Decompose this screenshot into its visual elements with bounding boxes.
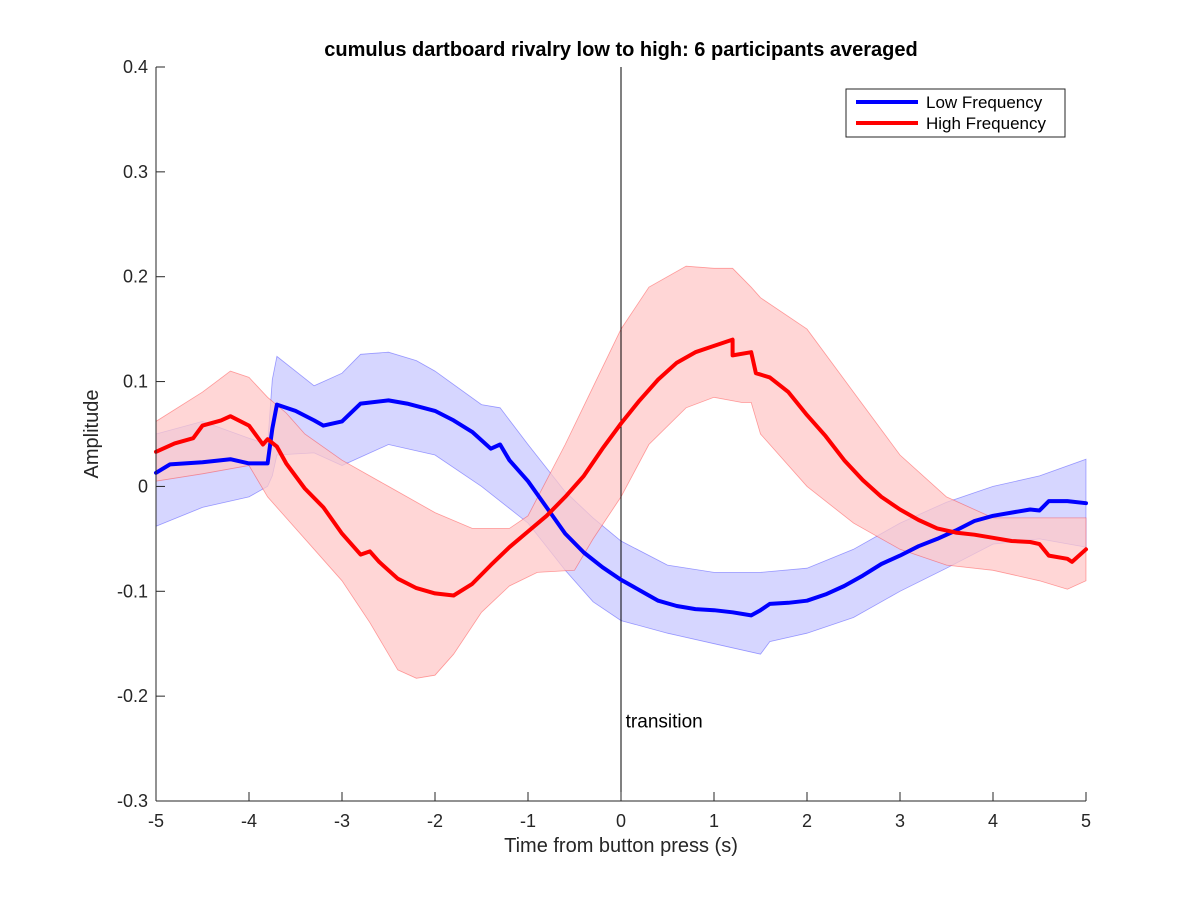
x-tick-label: 2 [802, 811, 812, 831]
x-tick-label: 1 [709, 811, 719, 831]
y-tick-label: 0.2 [123, 267, 148, 287]
y-ticks: -0.3 -0.2 -0.1 0 0.1 0.2 0.3 0.4 [117, 57, 165, 811]
legend-box [845, 88, 1066, 138]
y-tick-label: 0.1 [123, 372, 148, 392]
annotation-transition-label: transition [626, 712, 703, 733]
y-tick-label: -0.2 [117, 686, 148, 706]
x-tick-label: -4 [241, 811, 257, 831]
series-line-high-frequency [154, 337, 1088, 598]
x-tick-label: 5 [1081, 811, 1091, 831]
y-tick-label: -0.3 [117, 791, 148, 811]
annotations: transition [626, 712, 703, 733]
chart-title: cumulus dartboard rivalry low to high: 6… [324, 39, 917, 61]
axes: -5 -4 -3 -2 -1 0 1 2 3 4 5 -0.3 -0.2 -0.1 0 0.1 0.2 0.3 0… [117, 57, 1091, 831]
x-tick-label: -5 [148, 811, 164, 831]
x-tick-label: 3 [895, 811, 905, 831]
x-tick-label: -2 [427, 811, 443, 831]
series-line-low-frequency [154, 398, 1088, 618]
x-tick-label: 0 [616, 811, 626, 831]
y-axis-label: Amplitude [81, 390, 103, 479]
series-lines [154, 337, 1088, 618]
x-tick-label: 4 [988, 811, 998, 831]
y-tick-label: 0.4 [123, 57, 148, 77]
x-tick-label: -3 [334, 811, 350, 831]
x-axis-label: Time from button press (s) [504, 835, 738, 857]
x-tick-label: -1 [520, 811, 536, 831]
legend-entry-label: High Frequency [926, 114, 1047, 133]
legend: Low Frequency High Frequency [845, 88, 1066, 138]
legend-entry-label: Low Frequency [926, 93, 1043, 112]
y-tick-label: 0 [138, 476, 148, 496]
y-tick-label: 0.3 [123, 162, 148, 182]
x-ticks: -5 -4 -3 -2 -1 0 1 2 3 4 5 [148, 792, 1091, 831]
y-tick-label: -0.1 [117, 581, 148, 601]
